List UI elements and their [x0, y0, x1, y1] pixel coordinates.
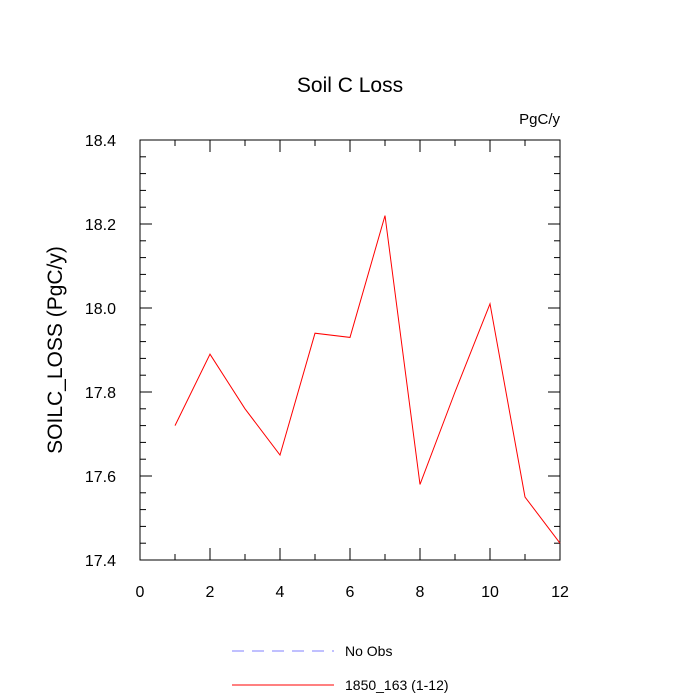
x-tick-label: 12: [551, 584, 569, 601]
x-tick-label: 10: [481, 584, 499, 601]
x-tick-label: 2: [206, 584, 215, 601]
y-tick-label: 17.8: [85, 385, 116, 402]
series-layer: [174, 215, 561, 544]
units-label: PgC/y: [519, 111, 560, 128]
y-tick-label: 18.4: [85, 133, 116, 150]
legend-label: 1850_163 (1-12): [345, 677, 449, 693]
axis-ticks: [139, 139, 561, 561]
y-tick-label: 17.6: [85, 469, 116, 486]
y-tick-label: 17.4: [85, 553, 116, 570]
x-tick-label: 0: [136, 584, 145, 601]
tick-labels: 0 2 4 6 8 10 12 17.4 17.6 17.8 18.0 18.2 18.4: [85, 133, 569, 601]
y-tick-label: 18.0: [85, 301, 116, 318]
x-tick-label: 4: [276, 584, 285, 601]
plot-frame: [139, 139, 561, 561]
legend-label: No Obs: [345, 643, 392, 659]
chart-title: Soil C Loss: [297, 74, 403, 97]
series-line: [174, 215, 561, 544]
x-tick-label: 8: [416, 584, 425, 601]
x-tick-label: 6: [346, 584, 355, 601]
y-tick-label: 18.2: [85, 217, 116, 234]
legend: No Obs 1850_163 (1-12): [232, 643, 449, 693]
y-axis-label: SOILC_LOSS (PgC/y): [44, 246, 67, 454]
